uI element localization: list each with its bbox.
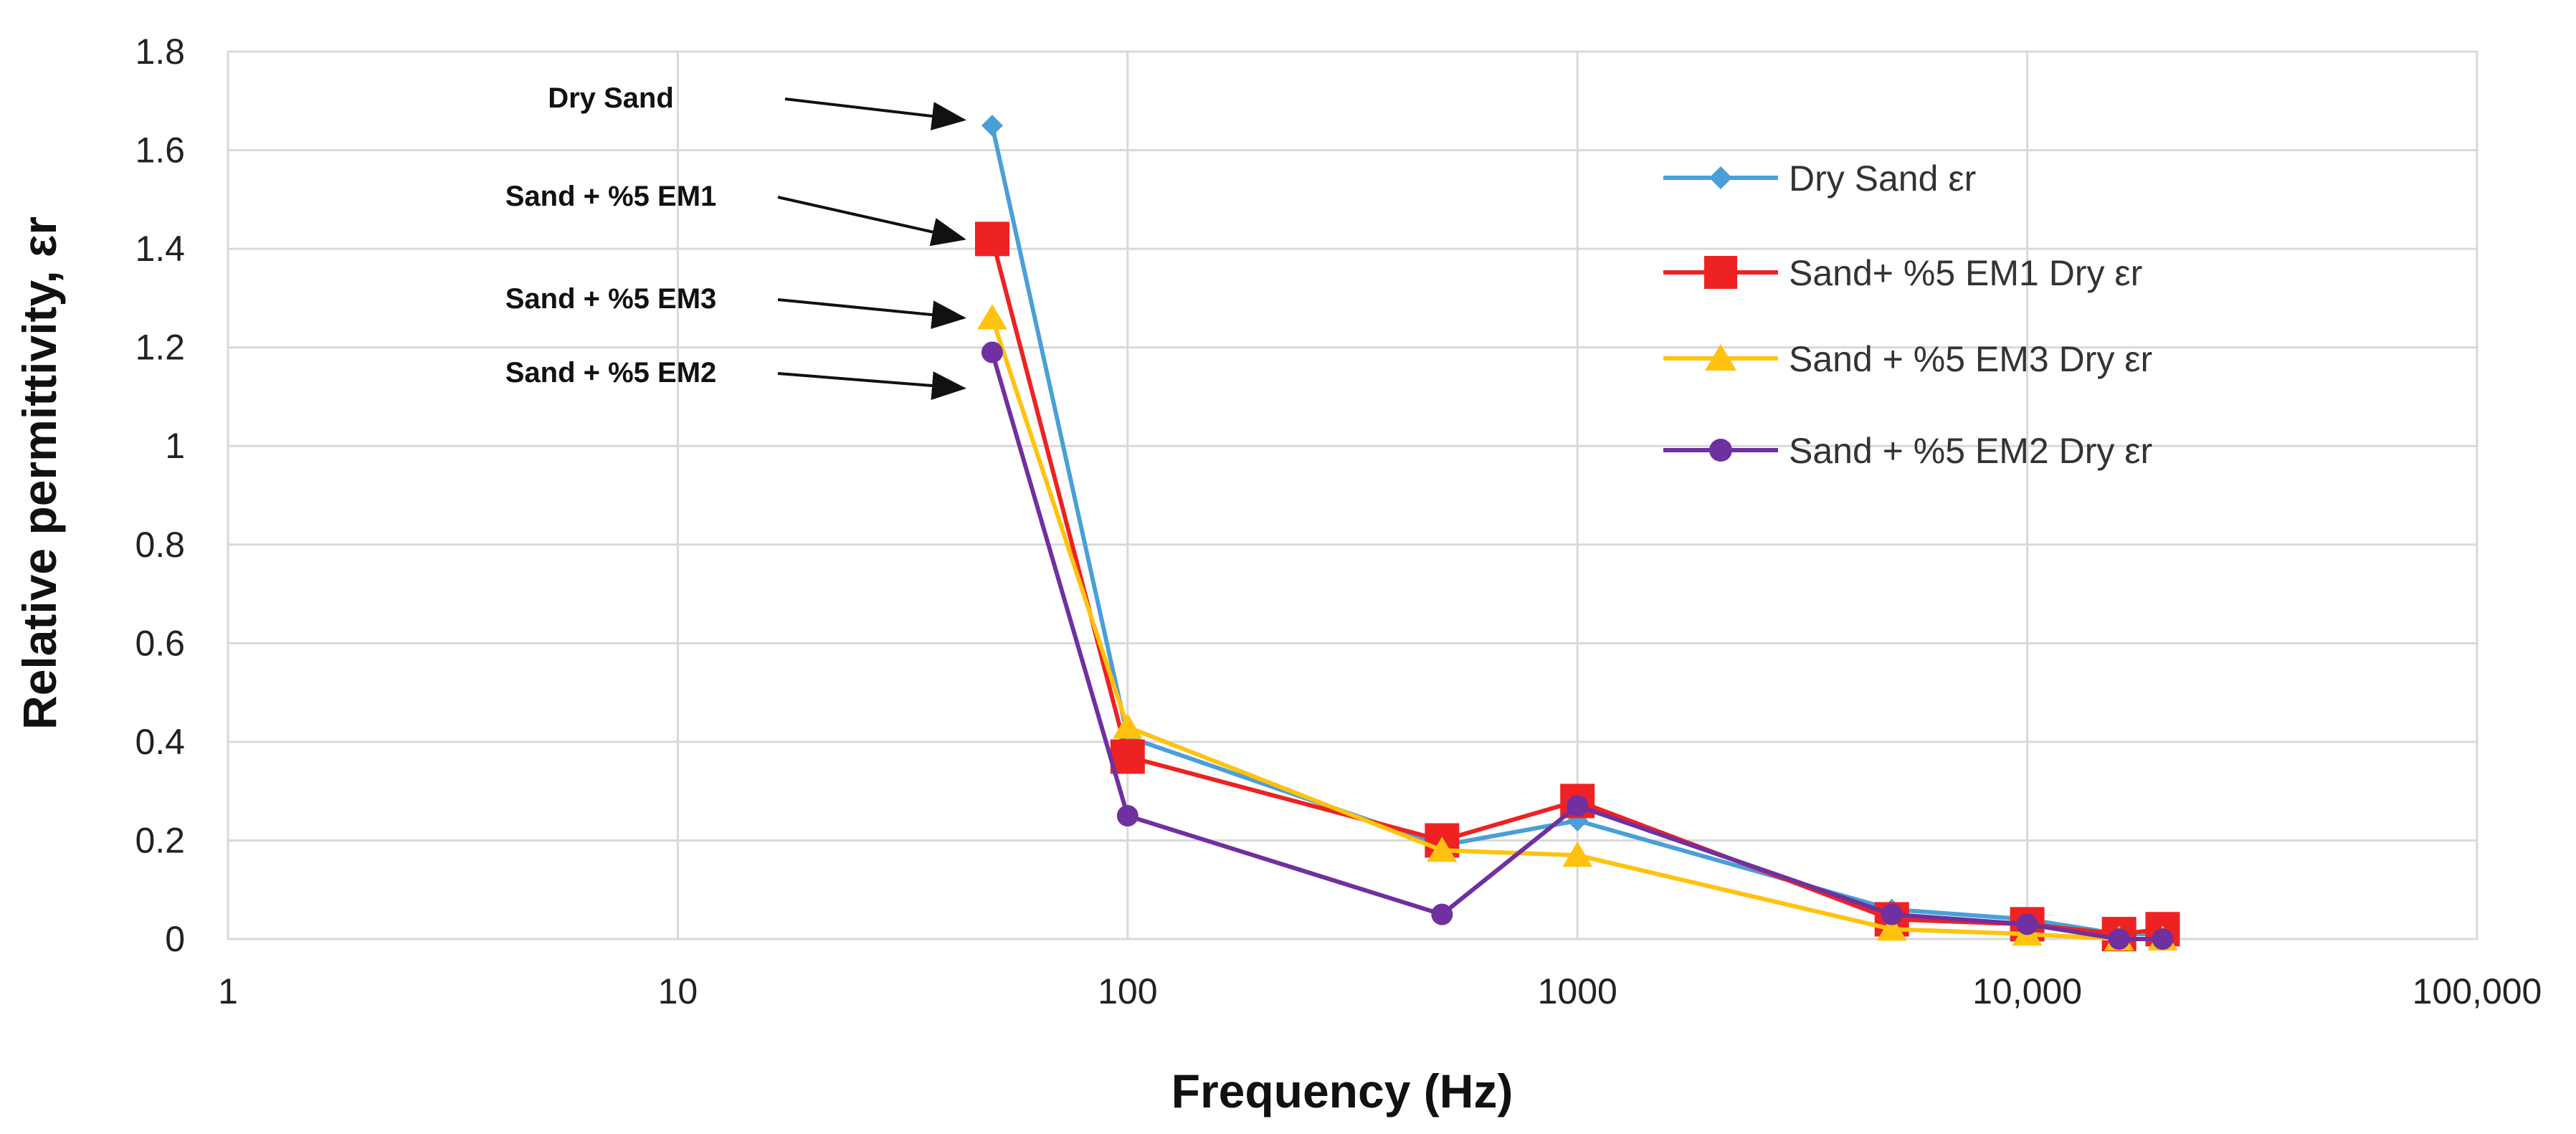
data-point (1881, 903, 1903, 925)
legend: Dry Sand εr Sand+ %5 EM1 Dry εr Sand + %5 … (1663, 158, 2152, 471)
legend-marker (1709, 439, 1732, 462)
annotation-arrow (777, 298, 966, 330)
data-point (1876, 915, 1907, 941)
y-axis-title: Relative permittivity, εr (13, 216, 66, 730)
legend-label: Sand+ %5 EM1 Dry εr (1789, 253, 2142, 293)
data-point (2108, 928, 2130, 950)
y-tick-label: 0.2 (135, 820, 185, 860)
x-tick-label: 100,000 (2413, 971, 2542, 1011)
data-point (1112, 713, 1143, 739)
plot-area-frame (227, 50, 2478, 940)
legend-item-3: Sand + %5 EM3 Dry εr (1663, 339, 2152, 379)
y-tick-label: 1.2 (135, 328, 185, 368)
data-point (977, 304, 1007, 330)
annotation-arrow (777, 371, 966, 401)
legend-marker (1709, 166, 1732, 189)
data-point (974, 221, 1009, 257)
y-tick-label: 1 (165, 426, 185, 466)
y-tick-label: 0.8 (135, 525, 185, 565)
annotation-label: Sand + %5 EM1 (505, 181, 717, 212)
annotation-label: Dry Sand (548, 82, 674, 114)
x-tick-label: 100 (1098, 971, 1157, 1011)
y-tick-label: 0.6 (135, 623, 185, 663)
x-axis-title: Frequency (Hz) (1171, 1064, 1513, 1118)
annotation-arrow (784, 97, 966, 130)
y-tick-label: 1.8 (135, 32, 185, 72)
x-tick-label: 1 (218, 971, 238, 1011)
y-tick-label: 0.4 (135, 722, 185, 762)
legend-label: Sand + %5 EM2 Dry εr (1789, 431, 2152, 471)
annotation-arrow (777, 196, 966, 247)
data-point (2016, 913, 2038, 935)
data-point (1427, 837, 1458, 862)
data-point (981, 115, 1003, 137)
data-point (981, 341, 1003, 363)
x-tick-label: 10,000 (1972, 971, 2082, 1011)
legend-item-2: Sand+ %5 EM1 Dry εr (1663, 253, 2142, 293)
data-point (1567, 795, 1589, 817)
legend-marker (1704, 256, 1737, 289)
y-axis-ticks: 0 0.2 0.4 0.6 0.8 1 1.2 1.4 1.6 1.8 (135, 32, 185, 959)
legend-label: Sand + %5 EM3 Dry εr (1789, 339, 2152, 379)
x-axis-ticks: 1 10 100 1000 10,000 100,000 (218, 971, 2542, 1011)
x-tick-label: 1000 (1538, 971, 1617, 1011)
y-tick-label: 1.4 (135, 229, 185, 269)
series-line (990, 351, 2163, 941)
legend-item-4: Sand + %5 EM2 Dry εr (1663, 431, 2152, 471)
data-point (1562, 842, 1593, 867)
legend-item-1: Dry Sand εr (1663, 158, 1976, 199)
data-point (1116, 805, 1139, 827)
data-point (1431, 903, 1453, 925)
x-tick-label: 10 (658, 971, 698, 1011)
annotation-label: Sand + %5 EM3 (505, 283, 717, 315)
data-series (974, 115, 2180, 952)
y-tick-label: 0 (165, 919, 185, 959)
series-4 (981, 341, 2174, 950)
legend-label: Dry Sand εr (1789, 158, 1976, 199)
legend-marker (1705, 344, 1736, 371)
annotations: Dry Sand Sand + %5 EM1 Sand + %5 EM3 Sand +… (505, 82, 966, 401)
y-tick-label: 1.6 (135, 130, 185, 171)
annotation-label: Sand + %5 EM2 (505, 357, 717, 389)
data-point (2152, 928, 2174, 950)
data-point (1110, 739, 1145, 774)
